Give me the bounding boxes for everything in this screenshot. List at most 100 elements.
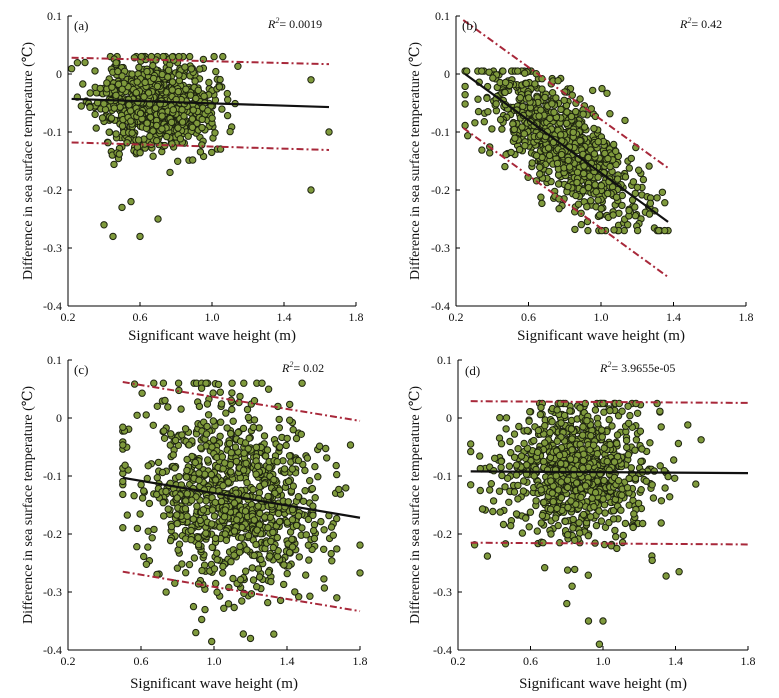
scatter-point [127,197,135,206]
scatter-point [471,119,479,127]
scatter-point [98,114,107,122]
scatter-point [501,162,509,171]
scatter-point [623,484,632,492]
scatter-point [572,191,580,200]
scatter-point [298,379,306,387]
scatter-point [252,470,260,478]
scatter-point [135,63,143,72]
x-tick-label: 1.0 [596,654,611,668]
scatter-point [550,108,558,117]
scatter-point [254,462,262,471]
scatter-point [265,464,273,472]
scatter-point [657,519,665,527]
scatter-point [164,403,172,411]
scatter-point [536,410,545,419]
scatter-point [657,423,665,431]
scatter-point [202,379,210,387]
scatter-point [86,103,94,112]
scatter-point [630,510,638,518]
scatter-point [198,615,206,624]
scatter-point [575,120,583,128]
scatter-point [216,75,224,84]
scatter-point [221,530,229,538]
r-squared-annotation: R2= 0.0019 [267,16,322,31]
scatter-point [213,556,221,564]
scatter-point [655,226,663,235]
y-tick-label: 0 [444,67,450,81]
scatter-point [328,557,336,565]
scatter-point [327,549,335,558]
scatter-point [612,533,620,541]
scatter-point [567,497,575,505]
scatter-point [305,556,313,564]
scatter-point [463,67,471,75]
scatter-point [250,551,258,560]
x-tick-label: 1.8 [741,654,756,668]
scatter-point [600,444,608,452]
scatter-point [175,540,184,548]
scatter-point [194,534,202,542]
scatter-point [635,166,643,174]
scatter-point [133,543,141,551]
scatter-point [150,525,158,534]
scatter-point [545,151,554,160]
scatter-point [220,513,229,521]
regression-line [470,470,749,475]
scatter-point [191,458,200,467]
scatter-point [586,172,594,180]
scatter-point [224,478,233,486]
scatter-point [639,175,648,184]
scatter-point [153,82,162,91]
scatter-point [112,91,120,100]
scatter-point [199,506,208,514]
scatter-point [564,182,572,191]
scatter-point [119,490,127,499]
scatter-point [216,388,225,396]
scatter-point [505,462,514,470]
scatter-point [212,579,220,588]
scatter-point [294,456,303,465]
scatter-point [557,478,565,486]
scatter-point [461,121,469,130]
scatter-point [497,463,505,472]
y-tick-label: -0.1 [433,469,452,483]
scatter-point [639,519,647,528]
scatter-point [202,430,211,438]
scatter-point [569,524,577,532]
scatter-point [148,534,156,542]
scatter-point [283,569,291,578]
scatter-point [522,79,530,88]
scatter-point [610,458,619,466]
scatter-point [551,514,560,522]
scatter-point [525,523,533,531]
scatter-point [505,498,513,506]
scatter-point [661,199,669,207]
scatter-point [537,403,545,412]
scatter-point [209,389,217,397]
scatter-point [526,408,534,416]
scatter-point [649,494,658,502]
scatter-point [189,106,198,114]
scatter-point [547,530,555,538]
scatter-point [553,437,561,445]
scatter-point [489,74,497,82]
scatter-point [252,540,260,549]
scatter-point [178,560,186,568]
scatter-point [188,496,196,504]
scatter-point [100,221,108,229]
scatter-point [580,162,588,170]
scatter-point [567,425,576,433]
scatter-point [642,477,650,485]
scatter-point [244,413,253,422]
y-tick-label: -0.2 [43,527,62,541]
scatter-point [501,78,510,87]
scatter-point [123,139,131,147]
scatter-point [286,416,294,424]
scatter-point [584,532,592,540]
scatter-point [625,419,633,427]
scatter-point [536,170,544,178]
scatter-point [548,418,556,426]
r-squared-value: = 0.02 [293,361,324,375]
scatter-point [243,405,252,414]
scatter-point [516,94,524,102]
